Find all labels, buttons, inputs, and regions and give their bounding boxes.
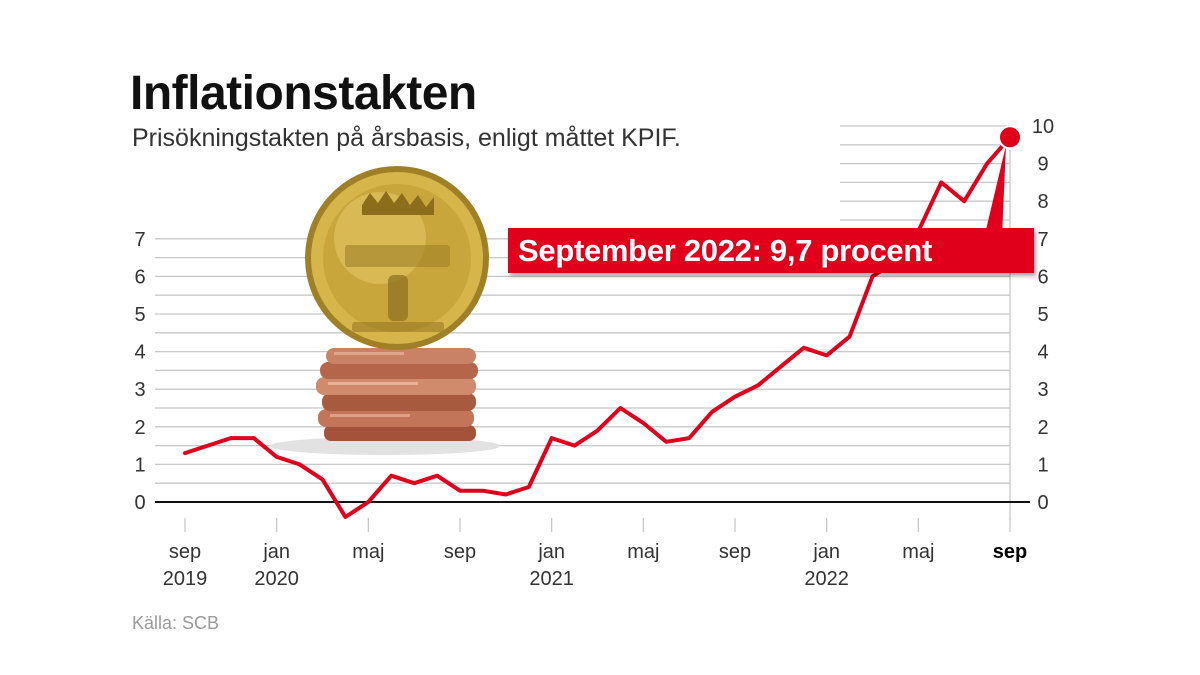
series-point xyxy=(756,383,760,388)
copper-coin-stack xyxy=(316,348,478,441)
series-point xyxy=(504,492,508,497)
x-tick-label: jan xyxy=(262,541,290,563)
right-tick-label: 9 xyxy=(1037,154,1048,176)
series-point xyxy=(939,180,943,184)
series-point xyxy=(527,485,531,489)
left-tick-label: 3 xyxy=(134,379,145,401)
highlight-point xyxy=(998,125,1022,150)
x-tick-label: jan xyxy=(537,541,565,563)
x-tick-label: maj xyxy=(352,541,384,563)
right-tick-label: 4 xyxy=(1037,342,1048,364)
x-tick-label: sep xyxy=(444,541,476,563)
series-point xyxy=(481,489,485,493)
left-tick-label: 4 xyxy=(134,342,145,364)
series-point xyxy=(710,410,714,414)
source-note: Källa: SCB xyxy=(132,613,220,633)
right-tick-label: 7 xyxy=(1037,229,1048,251)
swedish-coins-icon xyxy=(270,166,500,455)
right-tick-label: 0 xyxy=(1037,492,1048,514)
x-tick-label: sep xyxy=(719,541,751,563)
x-tick-label: jan xyxy=(812,541,840,563)
right-tick-label: 8 xyxy=(1037,191,1048,213)
left-axis-ticks: 0 1 2 3 4 5 6 7 xyxy=(134,229,145,514)
right-axis-ticks: 0 1 2 3 4 5 6 7 8 9 10 xyxy=(1032,116,1054,514)
chart-title: Inflationstakten xyxy=(130,67,477,120)
left-tick-label: 1 xyxy=(134,454,145,476)
left-tick-label: 6 xyxy=(134,266,145,288)
series-point xyxy=(962,199,966,203)
callout-pointer xyxy=(985,145,1006,236)
x-tick-label: sep xyxy=(169,541,201,563)
left-tick-label: 2 xyxy=(134,417,145,439)
series-point xyxy=(343,515,348,519)
x-tick-label: maj xyxy=(902,541,934,563)
x-tick-year-label: 2022 xyxy=(804,568,849,590)
series-point xyxy=(687,436,691,440)
coin-stack-shadow xyxy=(270,437,500,455)
series-point xyxy=(870,274,875,278)
x-tick-label: maj xyxy=(627,541,659,563)
series-point xyxy=(825,353,829,357)
series-point xyxy=(366,500,370,504)
right-tick-label: 6 xyxy=(1037,266,1048,288)
callout-label: September 2022: 9,7 procent xyxy=(508,228,1034,273)
series-point xyxy=(206,444,210,448)
series-point xyxy=(550,436,554,440)
right-tick-label: 5 xyxy=(1037,304,1048,326)
series-point xyxy=(252,436,256,440)
series-point xyxy=(572,444,577,448)
crown-icon xyxy=(362,191,434,215)
series-point xyxy=(435,474,439,478)
x-axis-ticks: sep 2019 jan 2020 maj sep jan 2021 maj sep jan 2022… xyxy=(163,518,1027,590)
series-point xyxy=(733,395,737,399)
series-point xyxy=(641,421,645,425)
right-tick-label: 3 xyxy=(1037,379,1048,401)
five-krona-coin xyxy=(305,166,489,350)
x-tick-year-label: 2021 xyxy=(529,568,574,590)
series-point xyxy=(802,346,806,350)
series-point xyxy=(847,334,852,339)
series-point xyxy=(297,462,302,466)
series-point xyxy=(985,162,989,166)
right-tick-label: 2 xyxy=(1037,417,1048,439)
right-tick-label: 10 xyxy=(1032,116,1054,138)
series-point xyxy=(229,436,233,440)
left-tick-label: 7 xyxy=(134,229,145,251)
left-tick-label: 0 xyxy=(134,492,145,514)
series-point xyxy=(275,455,279,459)
x-tick-label: sep xyxy=(993,541,1027,563)
x-tick-year-label: 2020 xyxy=(254,568,299,590)
series-point xyxy=(412,481,416,485)
series-point xyxy=(779,365,783,369)
inflation-series-line xyxy=(183,135,1012,519)
series-points xyxy=(183,135,1012,519)
series-point xyxy=(320,477,325,482)
series-point xyxy=(664,440,668,444)
series-point xyxy=(595,428,600,433)
chart-subtitle: Prisökningstakten på årsbasis, enligt må… xyxy=(132,124,681,152)
series-point xyxy=(618,406,623,410)
series-point xyxy=(389,474,393,478)
left-tick-label: 5 xyxy=(134,304,145,326)
right-tick-label: 1 xyxy=(1037,454,1048,476)
series-point xyxy=(458,489,462,493)
x-tick-year-label: 2019 xyxy=(163,568,208,590)
series-point xyxy=(183,451,187,455)
